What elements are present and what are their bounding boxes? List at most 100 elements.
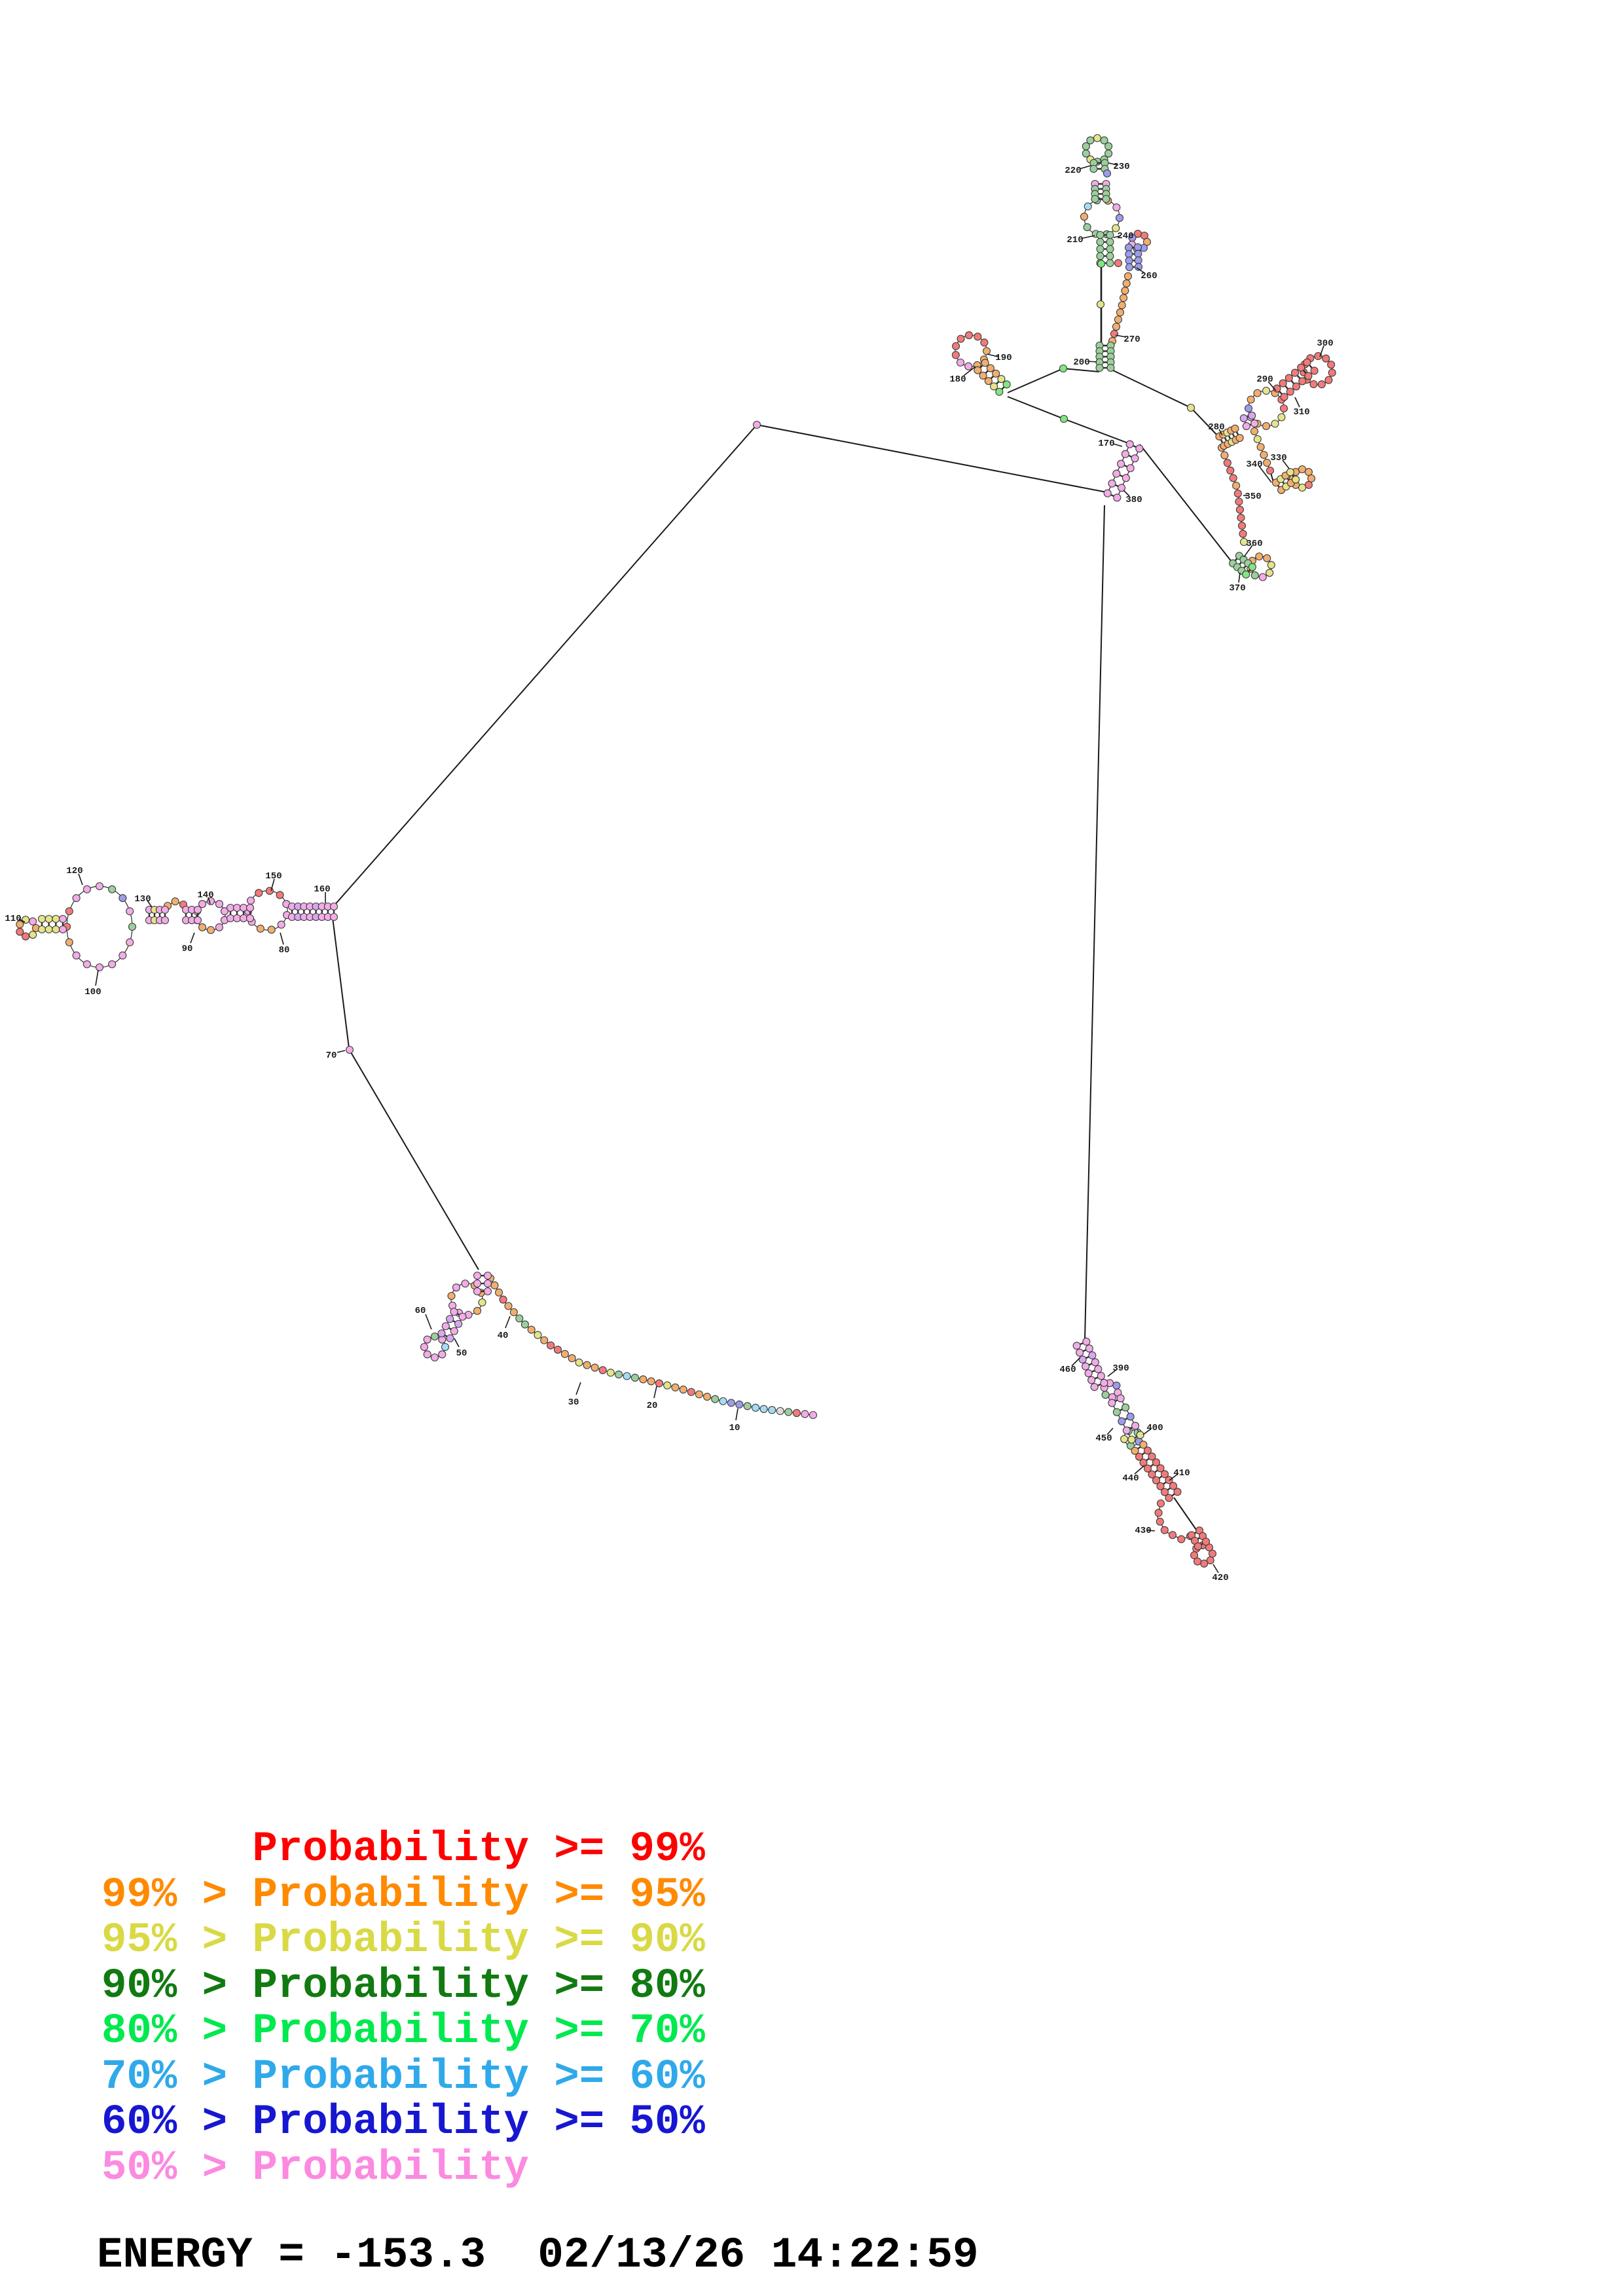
nucleotide-dot <box>1237 513 1245 522</box>
stem <box>1096 230 1114 268</box>
nucleotide-dot <box>1122 279 1131 288</box>
nucleotide-dot <box>1253 389 1262 397</box>
nucleotide-dot <box>801 1410 809 1418</box>
nucleotide-dot <box>1106 238 1114 246</box>
position-label: 230 <box>1108 162 1130 172</box>
stem <box>1229 552 1256 579</box>
position-label: 310 <box>1293 397 1310 418</box>
nucleotide-dot <box>1059 414 1068 423</box>
nucleotide-dot <box>974 366 982 374</box>
label-leader-line <box>78 873 83 886</box>
nucleotide-dot <box>1118 301 1126 310</box>
stem <box>145 905 170 925</box>
nucleotide-dot <box>956 358 965 367</box>
nucleotide-dot <box>1303 358 1311 367</box>
position-label-text: 460 <box>1059 1365 1076 1375</box>
nucleotide-dot <box>452 1283 460 1292</box>
backbone-line <box>1139 444 1232 562</box>
nucleotide-dot <box>1242 570 1250 579</box>
stem <box>1103 440 1144 502</box>
loop <box>193 897 228 935</box>
position-label-text: 400 <box>1146 1423 1163 1433</box>
nucleotide-dot <box>1244 404 1253 413</box>
legend-entry-80: 90% > Probability >= 80% <box>101 1962 705 2010</box>
position-label: 180 <box>949 366 976 385</box>
nucleotide-dot <box>1125 257 1133 265</box>
nucleotide-dot <box>1112 1381 1121 1390</box>
nucleotide-dot <box>454 1319 463 1328</box>
nucleotide-dot <box>430 1353 439 1362</box>
nucleotide-dot <box>1277 413 1286 422</box>
position-label: 290 <box>1256 374 1277 391</box>
position-label: 240 <box>1113 231 1134 242</box>
nucleotide-dot <box>776 1407 784 1415</box>
position-label-text: 360 <box>1246 539 1262 549</box>
label-leader-line <box>1218 429 1223 436</box>
nucleotide-dot <box>1322 354 1330 363</box>
nucleotide-dot <box>1110 330 1119 338</box>
label-leader-line <box>1213 1564 1219 1573</box>
loops <box>16 134 1336 1568</box>
nucleotide-dot <box>1156 1517 1164 1526</box>
nucleotide-dot <box>239 903 248 912</box>
nucleotide-dot <box>1103 169 1112 178</box>
nucleotide-dot <box>1101 1391 1110 1399</box>
nucleotide-dot <box>671 1383 680 1391</box>
nucleotide-dot <box>1135 1452 1144 1461</box>
nucleotide-dot <box>1317 380 1326 389</box>
nucleotide-dot <box>45 914 53 924</box>
nucleotide-dot <box>206 925 215 935</box>
nucleotide-dot <box>483 1271 492 1280</box>
nucleotide-dot <box>1112 203 1121 211</box>
nucleotide-dot <box>1120 1435 1129 1443</box>
strand <box>1108 272 1133 346</box>
nucleotide-dot <box>430 1332 439 1341</box>
stem <box>1089 158 1109 173</box>
nucleotide-dot <box>45 925 53 934</box>
nucleotide-dot <box>1156 1482 1165 1490</box>
label-leader-line <box>735 1408 739 1421</box>
nucleotide-dot <box>1093 134 1102 143</box>
nucleotide-dot <box>1059 364 1068 373</box>
legend-entry-95: 99% > Probability >= 95% <box>101 1871 705 1919</box>
position-label: 200 <box>1073 357 1097 368</box>
nucleotide-dot <box>990 382 998 391</box>
nucleotide-dot <box>1304 372 1313 380</box>
label-leader-line <box>95 969 99 986</box>
nucleotide-dot <box>1314 351 1322 361</box>
nucleotide-dot <box>198 900 207 908</box>
label-leader-line <box>1142 1428 1152 1435</box>
nucleotide-dot <box>1123 272 1133 281</box>
nucleotide-dot <box>663 1381 672 1390</box>
nucleotide-dot <box>1120 294 1128 302</box>
nucleotide-dot <box>1237 522 1247 530</box>
stem <box>287 902 338 922</box>
position-label: 110 <box>5 914 26 924</box>
nucleotide-dot <box>198 923 207 931</box>
nucleotide-dot <box>1122 1426 1131 1435</box>
nucleotide-dot <box>490 1281 499 1289</box>
position-label: 60 <box>415 1306 432 1330</box>
label-leader-line <box>425 1314 432 1330</box>
nucleotide-dot <box>1106 245 1114 253</box>
position-label-text: 40 <box>498 1331 509 1341</box>
position-label-text: 270 <box>1123 334 1140 345</box>
nucleotide-dot <box>1298 465 1307 474</box>
position-label: 370 <box>1229 572 1246 594</box>
label-leader-line <box>987 353 998 357</box>
stem <box>181 905 202 925</box>
label-leader-line <box>1082 235 1095 239</box>
nucleotide-dot <box>1134 256 1142 264</box>
nucleotide-dot <box>256 924 264 933</box>
nucleotide-dot <box>1112 323 1121 331</box>
nucleotide-dot <box>655 1379 663 1388</box>
nucleotide-dot <box>560 1350 569 1358</box>
label-leader-line <box>1136 267 1145 274</box>
position-label: 30 <box>568 1382 581 1408</box>
nucleotide-dot <box>1088 1351 1097 1359</box>
nucleotide-dot <box>527 1325 536 1334</box>
nucleotide-dot <box>1115 213 1124 222</box>
nucleotide-dot <box>1135 444 1144 453</box>
nucleotide-dot <box>1160 1526 1169 1534</box>
position-label: 210 <box>1067 235 1095 245</box>
